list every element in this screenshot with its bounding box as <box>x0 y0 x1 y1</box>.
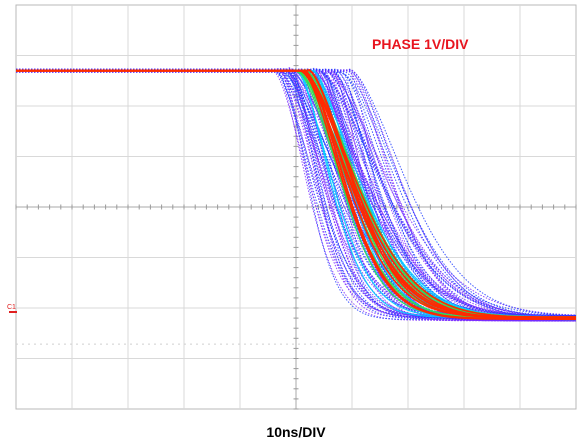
channel-marker-label: C1 <box>7 304 16 311</box>
waveform-trace <box>16 71 576 322</box>
waveform-trace-core <box>16 70 576 320</box>
graticule <box>15 4 577 410</box>
channel-marker <box>9 311 17 313</box>
time-scale-label: 10ns/DIV <box>266 424 326 440</box>
waveform-traces <box>16 67 577 322</box>
phase-scale-label: PHASE 1V/DIV <box>372 36 469 52</box>
